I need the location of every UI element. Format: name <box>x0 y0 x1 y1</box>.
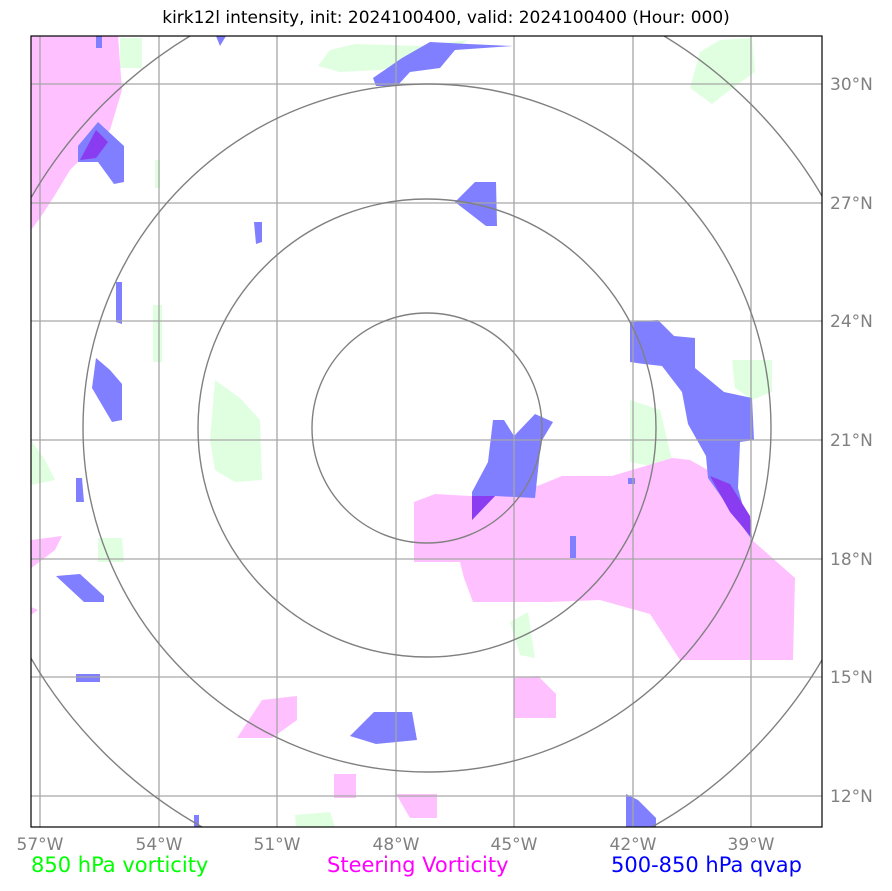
steering-region <box>31 536 62 568</box>
vorticity-region <box>31 440 55 485</box>
legend-steering-vorticity: Steering Vorticity <box>327 853 509 877</box>
qvap-region <box>254 222 262 244</box>
lon-label: 45°W <box>491 835 538 855</box>
vorticity-region <box>295 812 335 827</box>
lat-label: 21°N <box>830 431 873 451</box>
qvap-region <box>116 282 122 324</box>
qvap-region <box>76 478 84 502</box>
steering-vorticity-regions <box>31 36 795 818</box>
range-ring <box>82 83 772 773</box>
lat-label: 12°N <box>830 787 873 807</box>
lat-label: 18°N <box>830 550 873 570</box>
steering-region <box>514 676 556 718</box>
vorticity-region <box>98 538 124 562</box>
lon-label: 39°W <box>728 835 775 855</box>
lon-label: 42°W <box>610 835 657 855</box>
steering-region <box>396 794 437 818</box>
steering-region <box>237 696 297 738</box>
overlap-regions <box>80 130 752 538</box>
qvap-region <box>373 42 513 86</box>
plot-frame <box>30 35 823 828</box>
qvap-region <box>216 36 226 46</box>
range-ring <box>197 198 657 658</box>
vorticity-region <box>120 38 142 68</box>
lat-label: 30°N <box>830 75 873 95</box>
longitude-labels: 57°W 54°W 51°W 48°W 45°W 42°W 39°W <box>17 835 775 855</box>
overlap-region <box>472 496 495 520</box>
qvap-region <box>56 574 104 602</box>
latitude-labels: 30°N 27°N 24°N 21°N 18°N 15°N 12°N <box>830 75 873 807</box>
vorticity-region <box>210 380 262 482</box>
overlap-region <box>710 476 752 538</box>
qvap-region <box>78 122 124 184</box>
vorticity-region <box>153 305 162 362</box>
lon-label: 57°W <box>17 835 64 855</box>
map-title: kirk12l intensity, init: 2024100400, val… <box>162 8 730 28</box>
qvap-region <box>96 36 102 48</box>
steering-region <box>31 607 38 615</box>
overlap-region <box>80 130 108 160</box>
qvap-region <box>350 712 417 744</box>
range-ring <box>311 312 543 544</box>
qvap-region <box>628 478 635 484</box>
lon-label: 48°W <box>373 835 420 855</box>
legend-vorticity-850: 850 hPa vorticity <box>31 853 209 877</box>
lat-label: 24°N <box>830 312 873 332</box>
qvap-region <box>92 358 122 422</box>
vorticity-region <box>732 360 772 400</box>
lat-label: 15°N <box>830 668 873 688</box>
legend-qvap: 500-850 hPa qvap <box>611 853 802 877</box>
vorticity-region <box>510 612 535 658</box>
lon-label: 54°W <box>136 835 183 855</box>
vorticity-region <box>630 400 672 468</box>
steering-region <box>334 774 356 798</box>
qvap-region <box>626 794 656 827</box>
vorticity-850-regions <box>31 38 772 827</box>
qvap-region <box>76 674 100 682</box>
vorticity-region <box>690 38 755 104</box>
qvap-region <box>570 536 576 558</box>
lat-label: 27°N <box>830 194 873 214</box>
lon-label: 51°W <box>254 835 301 855</box>
